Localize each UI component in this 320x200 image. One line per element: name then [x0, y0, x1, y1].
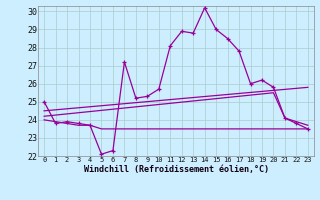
X-axis label: Windchill (Refroidissement éolien,°C): Windchill (Refroidissement éolien,°C) — [84, 165, 268, 174]
